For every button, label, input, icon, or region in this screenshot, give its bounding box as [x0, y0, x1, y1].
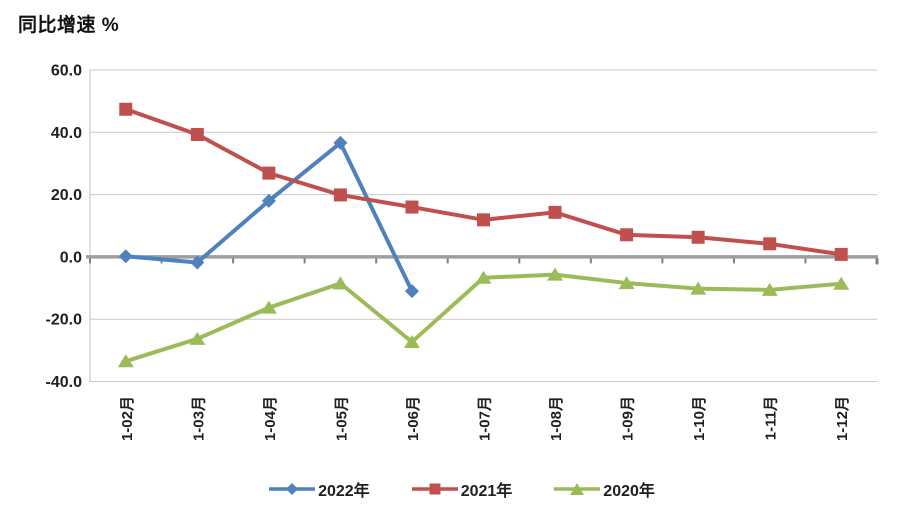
- y-tick-label: 0.0: [60, 249, 82, 266]
- chart-legend: 2022年 2021年 2020年: [12, 477, 900, 501]
- y-tick-label: 40.0: [51, 125, 82, 142]
- x-tick-label: 1-08月: [548, 396, 565, 441]
- series-markers-2021: [119, 102, 848, 261]
- legend-item-2020: 2020年: [554, 477, 655, 501]
- series-line-2020: [123, 272, 844, 364]
- legend-triangle-icon: [554, 483, 601, 495]
- series-markers-2020: [117, 267, 850, 368]
- legend-label-2021: 2021年: [460, 483, 513, 500]
- x-tick-label: 1-11月: [763, 396, 780, 440]
- series-2022: [123, 140, 414, 294]
- y-tick-label: 20.0: [51, 187, 82, 204]
- chart-title: 同比增速 %: [18, 15, 120, 36]
- x-tick-label: 1-04月: [262, 396, 279, 441]
- series-2020: [123, 272, 844, 364]
- series-line-2022: [123, 140, 414, 294]
- x-axis-labels: 1-02月 1-03月 1-04月 1-05月 1-06月 1-07月 1-08月 1-09月…: [119, 396, 851, 441]
- y-tick-label: -20.0: [46, 312, 83, 329]
- legend-square-icon: [411, 483, 458, 495]
- x-tick-label: 1-05月: [333, 396, 350, 441]
- x-axis-ticks: [89, 258, 879, 265]
- legend-item-2021: 2021年: [411, 477, 513, 501]
- y-tick-label: 60.0: [51, 63, 82, 80]
- legend-item-2022: 2022年: [269, 477, 370, 501]
- gridlines: [90, 69, 877, 382]
- legend-label-2022: 2022年: [318, 483, 370, 500]
- x-tick-label: 1-09月: [620, 396, 637, 441]
- y-axis-labels: 60.0 40.0 20.0 0.0 -20.0 -40.0: [46, 63, 83, 392]
- x-tick-label: 1-02月: [119, 396, 136, 441]
- x-tick-label: 1-06月: [405, 396, 422, 441]
- series-markers-2022: [118, 135, 419, 299]
- x-tick-label: 1-07月: [477, 396, 494, 441]
- x-tick-label: 1-10月: [691, 396, 708, 441]
- y-tick-label: -40.0: [46, 374, 83, 391]
- line-chart-plot: 60.0 40.0 20.0 0.0 -20.0 -40.0 1-02月 1-03月 1-04月…: [46, 63, 879, 441]
- x-tick-label: 1-03月: [190, 396, 207, 441]
- legend-diamond-icon: [269, 483, 316, 495]
- x-tick-label: 1-12月: [834, 396, 851, 441]
- legend-label-2020: 2020年: [603, 483, 655, 500]
